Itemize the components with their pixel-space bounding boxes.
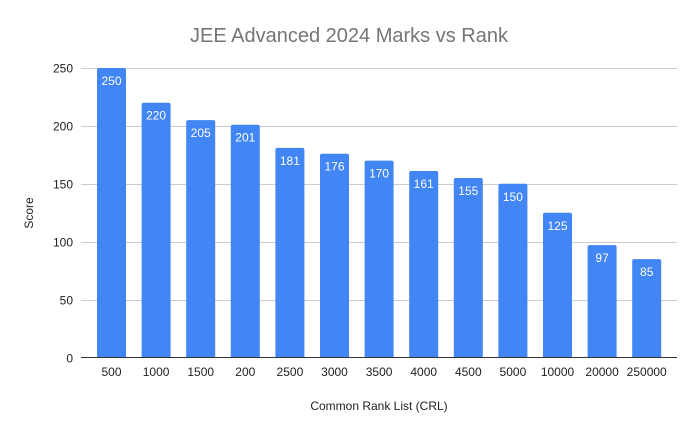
bar (275, 147, 305, 358)
data-label: 205 (191, 126, 211, 140)
y-tick-label: 200 (53, 120, 73, 134)
bar (409, 171, 439, 358)
bars: 250 220 205 201 181 176 170 161 155 150 125 97 85 (97, 68, 662, 358)
x-tick-label: 4000 (410, 365, 437, 379)
y-tick-label: 150 (53, 178, 73, 192)
data-label: 150 (503, 190, 523, 204)
x-tick-label: 3500 (366, 365, 393, 379)
x-tick-label: 2500 (277, 365, 304, 379)
data-label: 155 (458, 184, 478, 198)
x-axis-label: Common Rank List (CRL) (310, 399, 447, 413)
data-label: 170 (369, 167, 389, 181)
x-tick-label: 200 (235, 365, 255, 379)
y-axis-label: Score (22, 197, 36, 229)
x-tick-label: 10000 (541, 365, 575, 379)
data-label: 181 (280, 154, 300, 168)
x-tick-label: 1000 (143, 365, 170, 379)
data-label: 176 (324, 160, 344, 174)
y-tick-label: 0 (66, 352, 73, 366)
x-tick-label: 500 (101, 365, 121, 379)
bar (230, 124, 260, 358)
bar (632, 259, 662, 358)
x-tick-label: 20000 (585, 365, 619, 379)
bar (498, 183, 528, 358)
data-label: 250 (101, 74, 121, 88)
data-label: 97 (595, 251, 609, 265)
data-label: 161 (414, 177, 434, 191)
x-tick-label: 1500 (187, 365, 214, 379)
bar (186, 120, 216, 358)
y-tick-label: 50 (60, 294, 74, 308)
bar (587, 245, 617, 358)
bar (141, 102, 171, 358)
x-tick-label: 5000 (500, 365, 527, 379)
y-tick-label: 250 (53, 62, 73, 76)
x-tick-label: 3000 (321, 365, 348, 379)
y-tick-label: 100 (53, 236, 73, 250)
data-label: 220 (146, 109, 166, 123)
y-axis-ticks: 0 50 100 150 200 250 (53, 62, 73, 366)
bar (97, 68, 126, 358)
data-label: 201 (235, 131, 255, 145)
x-axis-ticks: 500 1000 1500 200 2500 3000 3500 4000 4500 5000 10… (101, 365, 667, 379)
data-label: 125 (547, 219, 567, 233)
bar (453, 178, 483, 358)
bar (364, 160, 394, 358)
bar (543, 212, 572, 358)
chart-title: JEE Advanced 2024 Marks vs Rank (190, 25, 509, 47)
bar (320, 153, 349, 358)
data-label: 85 (640, 265, 654, 279)
x-tick-label: 250000 (627, 365, 667, 379)
x-tick-label: 4500 (455, 365, 482, 379)
